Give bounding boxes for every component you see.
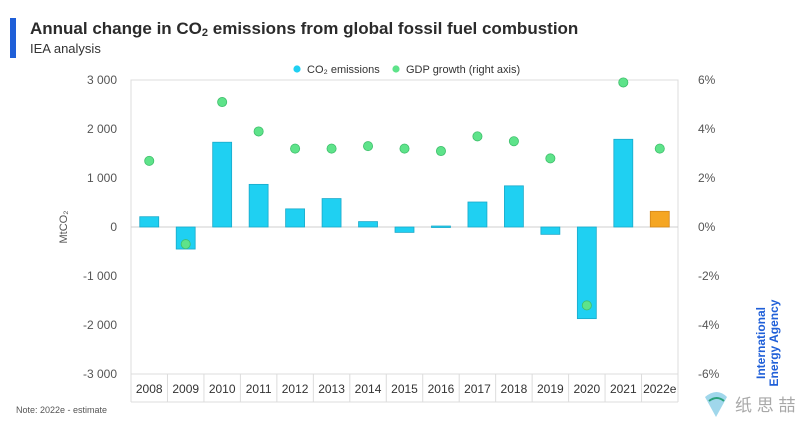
point-gdp: [363, 141, 374, 152]
bar-co2-estimate: [649, 210, 670, 228]
x-tick-label: 2015: [391, 382, 418, 396]
point-gdp: [654, 143, 665, 154]
point-gdp: [618, 77, 629, 88]
y-tick-label-right: 6%: [698, 73, 716, 87]
y-tick-label-right: 2%: [698, 171, 716, 185]
point-gdp: [435, 146, 446, 157]
watermark: 纸 思 喆: [705, 392, 795, 417]
bar-co2: [139, 216, 160, 228]
x-tick-label: 2010: [209, 382, 236, 396]
point-gdp: [326, 143, 337, 154]
bar-co2: [467, 201, 488, 228]
y-tick-label-left: 1 000: [87, 171, 117, 185]
iea-logo: International Energy Agency: [754, 299, 781, 387]
point-gdp: [399, 143, 410, 154]
y-tick-label-right: 0%: [698, 220, 716, 234]
title-accent-bar: [10, 18, 16, 58]
bar-co2: [285, 208, 305, 228]
x-tick-label: 2019: [537, 382, 564, 396]
bar-co2: [613, 138, 634, 228]
x-tick-label: 2008: [136, 382, 163, 396]
bar-co2: [212, 141, 233, 228]
bar-co2: [504, 185, 524, 228]
y-axis-label: MtCO₂: [58, 211, 70, 244]
watermark-icon: [705, 392, 727, 417]
point-gdp: [290, 143, 301, 154]
x-tick-label: 2018: [501, 382, 528, 396]
x-tick-label: 2020: [573, 382, 600, 396]
y-tick-label-left: 0: [110, 220, 117, 234]
y-tick-label-right: -6%: [698, 367, 720, 381]
x-tick-label: 2021: [610, 382, 637, 396]
bar-co2: [576, 226, 597, 320]
y-tick-label-left: 2 000: [87, 122, 117, 136]
x-tick-label: 2014: [355, 382, 382, 396]
bar-co2: [248, 183, 269, 228]
point-gdp: [144, 155, 155, 166]
bar-co2: [394, 226, 415, 233]
bar-co2: [431, 225, 451, 228]
point-gdp: [545, 153, 556, 164]
point-gdp: [217, 97, 228, 108]
y-tick-label-right: -2%: [698, 269, 720, 283]
y-tick-label-left: 3 000: [87, 73, 117, 87]
bar-co2: [321, 198, 342, 228]
point-gdp: [581, 300, 592, 311]
chart-note: Note: 2022e - estimate: [16, 405, 108, 415]
watermark-text: 纸 思 喆: [735, 396, 795, 415]
chart-title: Annual change in CO2 emissions from glob…: [30, 19, 579, 39]
x-tick-label: 2011: [246, 382, 272, 396]
x-tick-label: 2012: [282, 382, 309, 396]
x-tick-label: 2009: [172, 382, 199, 396]
bar-co2: [358, 221, 378, 228]
point-gdp: [472, 131, 483, 142]
point-gdp: [508, 136, 519, 147]
point-gdp: [180, 239, 191, 250]
chart-subtitle: IEA analysis: [30, 41, 101, 56]
y-tick-label-left: -3 000: [83, 367, 117, 381]
bar-co2: [540, 226, 561, 235]
legend-marker-co2: [293, 65, 301, 73]
y-tick-label-left: -1 000: [83, 269, 117, 283]
x-tick-label: 2022e: [643, 382, 677, 396]
y-tick-label-left: -2 000: [83, 318, 117, 332]
x-tick-label: 2013: [318, 382, 345, 396]
legend-label-co2: CO₂ emissions: [307, 64, 380, 76]
x-tick-label: 2017: [464, 382, 491, 396]
legend-label-gdp: GDP growth (right axis): [406, 64, 520, 76]
y-tick-label-right: 4%: [698, 122, 716, 136]
x-tick-label: 2016: [428, 382, 455, 396]
point-gdp: [253, 126, 264, 137]
watermark-icon-stroke: [708, 397, 725, 402]
legend-marker-gdp: [392, 65, 400, 73]
y-tick-label-right: -4%: [698, 318, 720, 332]
